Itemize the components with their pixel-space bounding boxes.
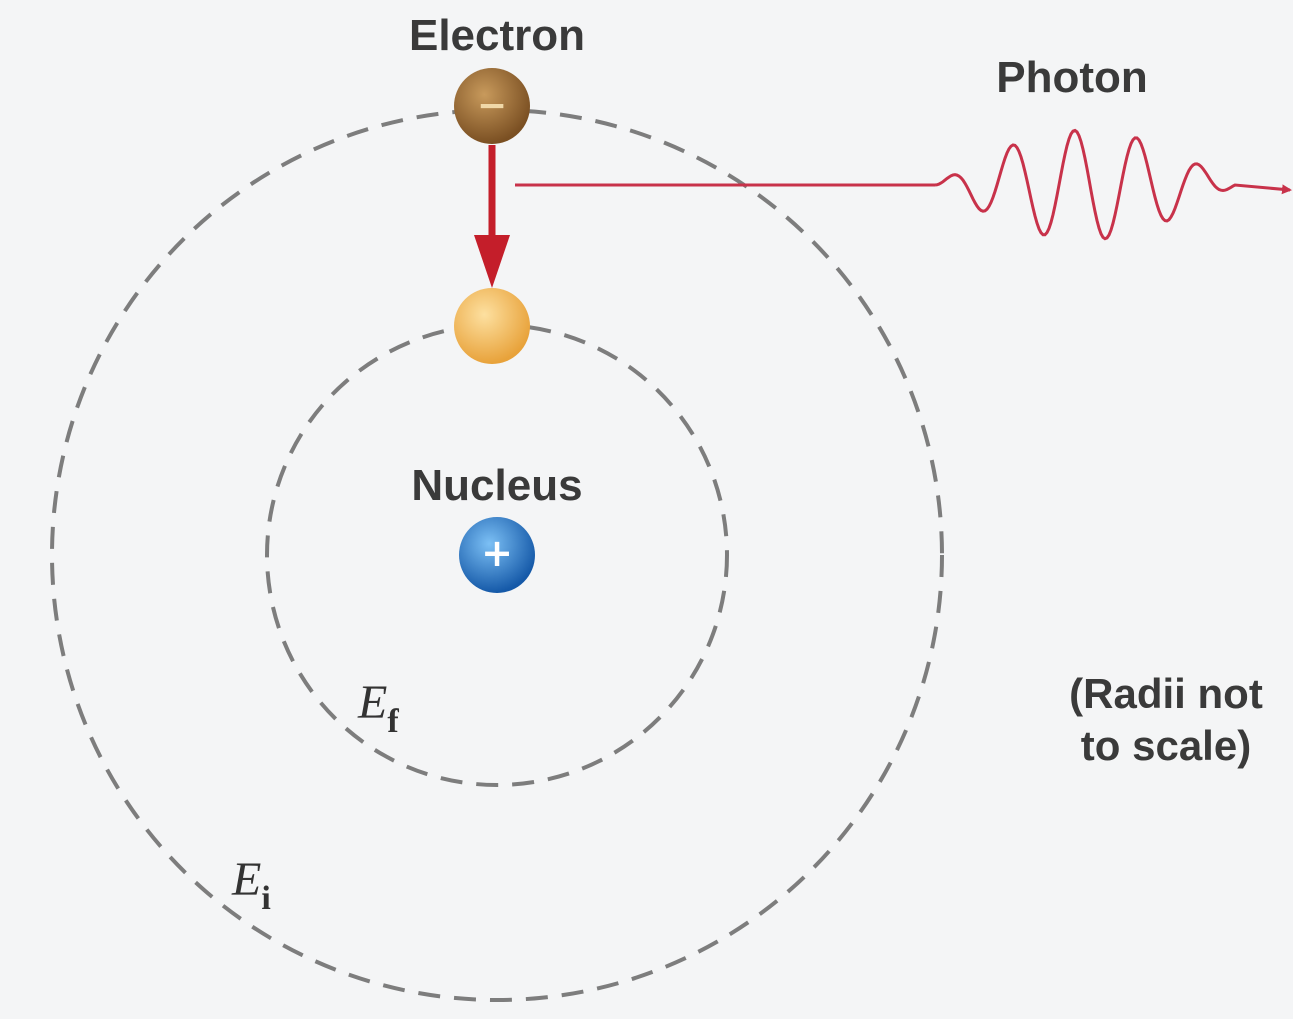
- initial-orbit-label: Ei: [231, 853, 271, 917]
- transition-arrowhead: [474, 235, 510, 288]
- electron-final: [454, 288, 530, 364]
- nucleus-charge: +: [481, 531, 513, 575]
- note-line: (Radii not: [1069, 670, 1263, 717]
- electron-charge: −: [477, 86, 507, 127]
- electron-label: Electron: [409, 11, 585, 60]
- photon-wave: [934, 128, 1292, 241]
- electron-initial: [454, 68, 530, 144]
- nucleus-label: Nucleus: [411, 461, 582, 510]
- note-line: to scale): [1081, 722, 1251, 769]
- nucleus: [459, 517, 535, 593]
- photon-label: Photon: [996, 53, 1148, 102]
- final-orbit-label: Ef: [357, 676, 399, 740]
